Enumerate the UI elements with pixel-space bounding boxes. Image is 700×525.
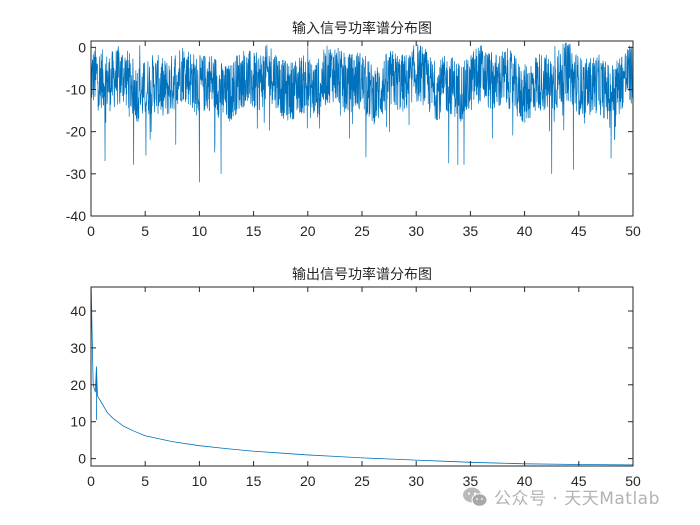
x-tick-label: 25 bbox=[354, 473, 370, 489]
x-tick-label: 30 bbox=[408, 473, 424, 489]
output-psd-title: 输出信号功率谱分布图 bbox=[292, 266, 432, 283]
x-tick-label: 25 bbox=[354, 223, 370, 239]
x-tick-label: 35 bbox=[463, 223, 479, 239]
x-tick-label: 0 bbox=[87, 473, 95, 489]
x-tick-label: 40 bbox=[517, 473, 533, 489]
x-tick-label: 50 bbox=[625, 223, 641, 239]
x-tick-label: 35 bbox=[463, 473, 479, 489]
input-psd-y-ticks: 0 -10 -20 -30 -40 bbox=[66, 39, 633, 224]
x-tick-label: 40 bbox=[517, 223, 533, 239]
y-tick-label: 0 bbox=[78, 39, 86, 55]
x-tick-label: 20 bbox=[300, 473, 316, 489]
y-tick-label: -20 bbox=[66, 124, 86, 140]
wechat-icon bbox=[463, 487, 488, 507]
x-tick-label: 0 bbox=[87, 223, 95, 239]
x-tick-label: 20 bbox=[300, 223, 316, 239]
y-tick-label: 20 bbox=[70, 377, 86, 393]
output-psd-plot-area bbox=[91, 287, 633, 466]
x-tick-label: 50 bbox=[625, 473, 641, 489]
input-psd-title: 输入信号功率谱分布图 bbox=[292, 20, 432, 37]
watermark-text: 公众号 · 天天Matlab bbox=[494, 489, 660, 509]
x-tick-label: 15 bbox=[246, 223, 262, 239]
y-tick-label: 30 bbox=[70, 340, 86, 356]
x-tick-label: 10 bbox=[192, 223, 208, 239]
x-tick-label: 10 bbox=[192, 473, 208, 489]
y-tick-label: -10 bbox=[66, 81, 86, 97]
x-tick-label: 30 bbox=[408, 223, 424, 239]
y-tick-label: 0 bbox=[78, 451, 86, 467]
y-tick-label: 10 bbox=[70, 414, 86, 430]
y-tick-label: -30 bbox=[66, 166, 86, 182]
output-psd-y-ticks: 0 10 20 30 40 bbox=[70, 303, 633, 467]
input-psd-line bbox=[90, 42, 634, 183]
x-tick-label: 5 bbox=[141, 223, 149, 239]
output-psd-axes: 输出信号功率谱分布图 0 5 10 15 20 25 30 35 40 45 50 0 10 20 30 4… bbox=[70, 266, 641, 489]
x-tick-label: 45 bbox=[571, 223, 587, 239]
watermark: 公众号 · 天天Matlab bbox=[462, 484, 660, 509]
x-tick-label: 15 bbox=[246, 473, 262, 489]
y-tick-label: -40 bbox=[66, 208, 86, 224]
x-tick-label: 45 bbox=[571, 473, 587, 489]
x-tick-label: 5 bbox=[141, 473, 149, 489]
output-psd-x-ticks: 0 5 10 15 20 25 30 35 40 45 50 bbox=[87, 287, 641, 489]
y-tick-label: 40 bbox=[70, 303, 86, 319]
input-psd-x-ticks: 0 5 10 15 20 25 30 35 40 45 50 bbox=[87, 41, 641, 239]
output-psd-line bbox=[90, 288, 634, 466]
input-psd-axes: 输入信号功率谱分布图 0 5 10 15 20 25 30 35 40 45 50 0 -10 -20 -… bbox=[66, 20, 641, 239]
